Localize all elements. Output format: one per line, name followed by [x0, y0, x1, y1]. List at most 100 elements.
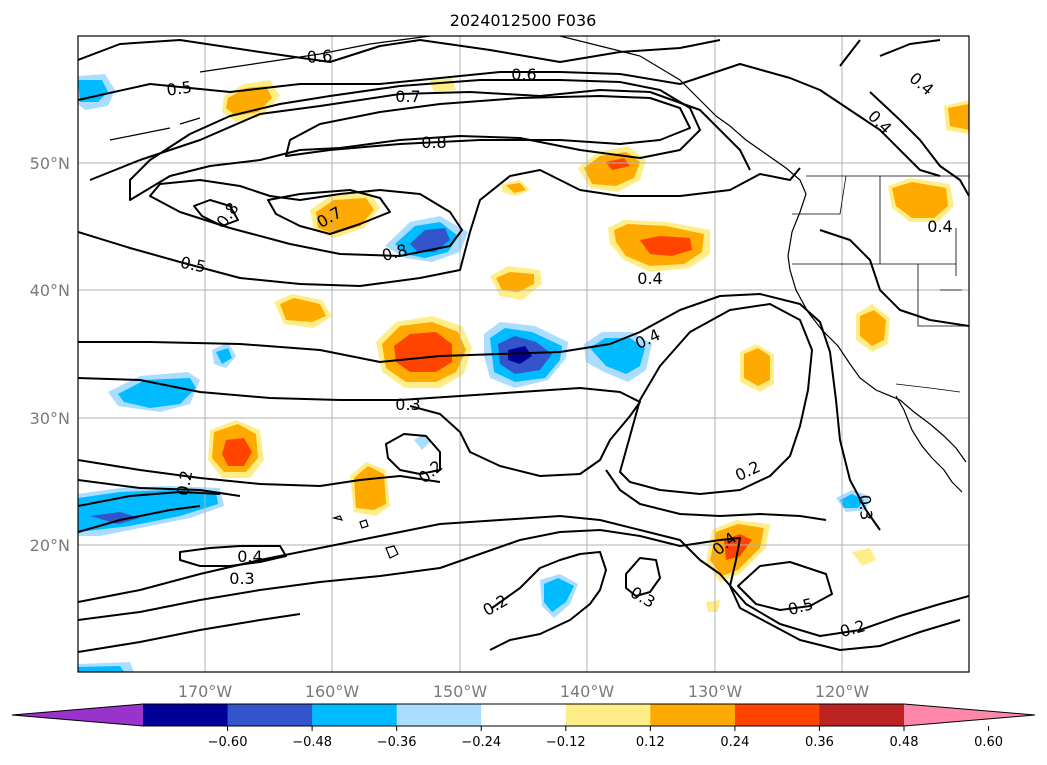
contour-label: 0.3 — [229, 569, 254, 588]
colorbar-outline — [11, 703, 1036, 727]
negative-anomaly-area — [840, 494, 864, 508]
lat-label: 20°N — [30, 536, 70, 555]
positive-anomaly-area — [496, 272, 534, 292]
colorbar-segment — [650, 704, 736, 726]
lat-label: 50°N — [30, 154, 70, 173]
contour-label: 0.5 — [179, 253, 208, 277]
shaded-field — [78, 74, 969, 672]
negative-anomaly-area — [78, 80, 108, 102]
longitude-labels: 170°W 160°W 150°W 140°W 130°W 120°W — [178, 682, 870, 701]
alaska-coastline — [199, 36, 807, 195]
colorbar-tick-label: −0.12 — [546, 735, 586, 750]
contour-line — [89, 89, 751, 181]
colorbar-tick-label: −0.24 — [461, 735, 501, 750]
colorbar-extend-max — [904, 704, 1035, 726]
negative-anomaly-area — [590, 338, 645, 374]
positive-anomaly-area — [354, 466, 386, 510]
map-plot: 0.6 0.6 0.5 0.7 0.8 0.4 0.4 0.8 0.7 0.8 … — [78, 36, 969, 672]
contour-label: 0.4 — [906, 68, 938, 99]
colorbar-segment — [312, 704, 398, 726]
colorbar-extend-min — [12, 704, 143, 726]
lon-label: 120°W — [815, 682, 870, 701]
coastlines — [109, 36, 969, 559]
aleutian-coast — [109, 117, 201, 141]
baja-coastline — [895, 395, 963, 493]
contour-line — [78, 39, 721, 63]
contour-label: 0.5 — [786, 594, 816, 619]
colorbar-tick-label: 0.60 — [974, 735, 1003, 750]
contour-label: 0.4 — [237, 547, 262, 566]
contour-label: 0.4 — [637, 269, 662, 288]
contour-line — [193, 199, 239, 227]
colorbar-tick-label: −0.48 — [292, 735, 332, 750]
contour-line — [78, 63, 941, 177]
negative-anomaly-area — [410, 228, 450, 252]
contour-line — [385, 433, 441, 475]
us-mexico-border — [895, 383, 961, 393]
lon-label: 150°W — [433, 682, 488, 701]
colorbar-tick-label: −0.60 — [208, 735, 248, 750]
canada-coastline — [787, 193, 967, 463]
contour-line — [129, 79, 701, 201]
contour-label: 0.2 — [415, 456, 447, 487]
colorbar-tick-label: 0.24 — [720, 735, 749, 750]
contour-label: 0.3 — [395, 395, 420, 414]
positive-anomaly-area — [606, 158, 630, 170]
negative-anomaly-area — [544, 578, 574, 612]
colorbar-tick-label: −0.36 — [377, 735, 417, 750]
positive-anomaly-area — [280, 298, 326, 322]
negative-anomaly-area — [508, 346, 532, 364]
colorbar-segment — [227, 704, 313, 726]
colorbar-segment — [819, 704, 905, 726]
contour-line — [619, 303, 813, 495]
positive-anomaly-area — [394, 332, 452, 372]
lon-label: 130°W — [688, 682, 743, 701]
positive-anomaly-area — [892, 182, 948, 218]
colorbar-segment — [396, 704, 482, 726]
positive-anomaly-area — [506, 183, 526, 193]
lat-label: 30°N — [30, 409, 70, 428]
map-title: 2024012500 F036 — [450, 11, 597, 30]
positive-anomaly-area — [706, 600, 720, 612]
colorbar: −0.60 −0.48 −0.36 −0.24 −0.12 0.12 0.24 0.36 0.4… — [11, 703, 1036, 750]
contour-line — [737, 561, 833, 611]
contour-line — [819, 229, 969, 327]
colorbar-segment — [734, 704, 820, 726]
contour-line — [78, 551, 607, 653]
positive-anomaly-area — [744, 348, 770, 386]
lon-label: 160°W — [305, 682, 360, 701]
plot-frame — [77, 35, 970, 673]
contour-line — [78, 529, 961, 651]
state-border — [792, 175, 969, 327]
contour-label: 0.6 — [511, 65, 536, 84]
contour-label: 0.2 — [173, 469, 196, 497]
colorbar-segment — [143, 704, 229, 726]
negative-anomaly-area — [414, 434, 430, 450]
positive-anomaly-area — [640, 236, 692, 256]
latitude-labels: 50°N 40°N 30°N 20°N — [30, 154, 70, 555]
positive-anomaly-area — [860, 310, 886, 346]
negative-anomaly-area — [78, 666, 124, 672]
contour-label: 0.8 — [212, 199, 242, 231]
positive-anomaly-area — [948, 104, 969, 130]
hawaii-island — [331, 515, 399, 559]
negative-anomaly-area — [118, 378, 196, 408]
colorbar-segment — [481, 704, 567, 726]
contour-label: 0.6 — [306, 46, 333, 67]
contour-line — [78, 491, 221, 533]
negative-anomaly-area — [216, 348, 232, 364]
contour-label: 0.7 — [395, 87, 420, 106]
contour-line — [625, 557, 661, 597]
contour-label: 0.2 — [479, 591, 511, 620]
contour-line — [267, 189, 391, 235]
positive-anomaly-area — [430, 78, 456, 92]
positive-anomaly-area — [852, 548, 876, 566]
contour-line — [149, 179, 463, 257]
colorbar-segment — [565, 704, 651, 726]
lon-label: 170°W — [178, 682, 233, 701]
contour-lines — [78, 39, 969, 653]
negative-anomaly-area — [90, 512, 140, 524]
contour-label: 0.4 — [927, 217, 952, 236]
contour-line — [78, 167, 801, 287]
